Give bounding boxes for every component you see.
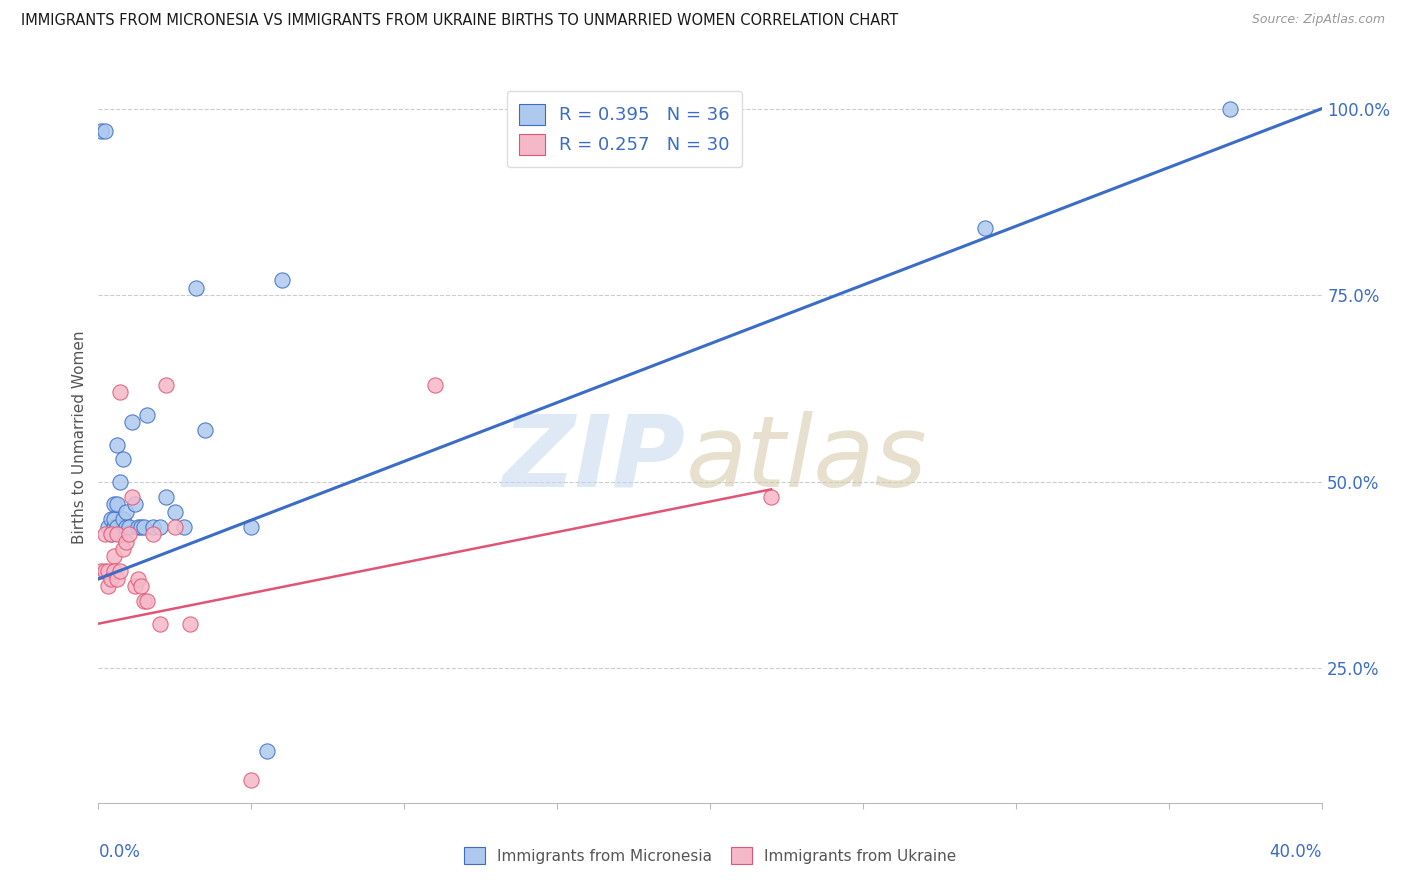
Point — [108, 475, 131, 489]
Point — [124, 497, 146, 511]
Point — [179, 616, 201, 631]
Point — [124, 579, 146, 593]
Point — [111, 512, 134, 526]
Point — [173, 519, 195, 533]
Point — [270, 273, 292, 287]
Point — [1219, 102, 1241, 116]
Point — [121, 490, 143, 504]
Text: atlas: atlas — [686, 410, 927, 508]
Point — [240, 519, 263, 533]
Point — [103, 512, 125, 526]
Point — [759, 490, 782, 504]
Point — [115, 534, 138, 549]
Point — [105, 437, 128, 451]
Point — [163, 505, 186, 519]
Point — [97, 519, 120, 533]
Point — [103, 565, 125, 579]
Text: Source: ZipAtlas.com: Source: ZipAtlas.com — [1251, 13, 1385, 27]
Point — [129, 519, 152, 533]
Point — [142, 527, 165, 541]
Point — [149, 519, 172, 533]
Legend: Immigrants from Micronesia, Immigrants from Ukraine: Immigrants from Micronesia, Immigrants f… — [456, 839, 965, 872]
Point — [108, 385, 131, 400]
Point — [100, 527, 122, 541]
Text: ZIP: ZIP — [502, 410, 686, 508]
Y-axis label: Births to Unmarried Women: Births to Unmarried Women — [72, 330, 87, 544]
Point — [134, 519, 156, 533]
Point — [118, 519, 141, 533]
Point — [142, 519, 165, 533]
Point — [240, 773, 263, 788]
Point — [105, 519, 128, 533]
Point — [136, 594, 159, 608]
Text: 40.0%: 40.0% — [1270, 843, 1322, 861]
Text: IMMIGRANTS FROM MICRONESIA VS IMMIGRANTS FROM UKRAINE BIRTHS TO UNMARRIED WOMEN : IMMIGRANTS FROM MICRONESIA VS IMMIGRANTS… — [21, 13, 898, 29]
Point — [111, 542, 134, 557]
Point — [100, 527, 122, 541]
Point — [163, 519, 186, 533]
Point — [100, 512, 122, 526]
Point — [93, 124, 115, 138]
Point — [97, 565, 120, 579]
Point — [90, 565, 112, 579]
Point — [105, 497, 128, 511]
Point — [155, 490, 177, 504]
Point — [423, 377, 446, 392]
Point — [103, 519, 125, 533]
Point — [155, 377, 177, 392]
Point — [127, 572, 149, 586]
Point — [118, 527, 141, 541]
Point — [974, 221, 997, 235]
Point — [105, 572, 128, 586]
Point — [121, 415, 143, 429]
Point — [136, 408, 159, 422]
Point — [127, 519, 149, 533]
Point — [111, 452, 134, 467]
Point — [93, 527, 115, 541]
Point — [115, 519, 138, 533]
Point — [93, 565, 115, 579]
Point — [105, 527, 128, 541]
Point — [256, 743, 278, 757]
Point — [149, 616, 172, 631]
Point — [194, 423, 217, 437]
Point — [103, 549, 125, 564]
Point — [103, 497, 125, 511]
Point — [90, 124, 112, 138]
Point — [108, 565, 131, 579]
Point — [108, 527, 131, 541]
Text: 0.0%: 0.0% — [98, 843, 141, 861]
Point — [129, 579, 152, 593]
Point — [115, 505, 138, 519]
Point — [100, 572, 122, 586]
Point — [97, 579, 120, 593]
Point — [134, 594, 156, 608]
Point — [186, 281, 208, 295]
